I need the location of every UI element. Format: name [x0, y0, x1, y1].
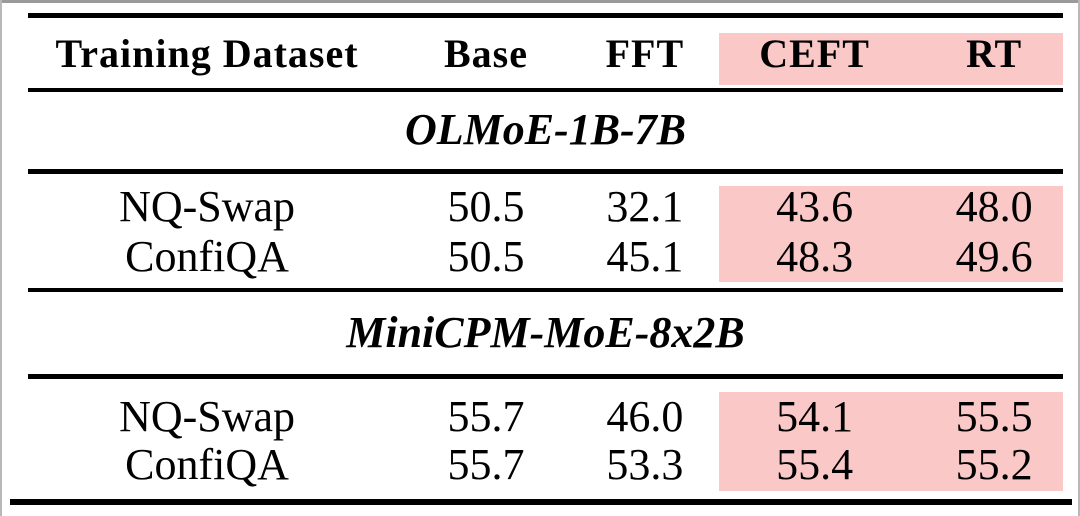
- table-top-rule: [28, 13, 1063, 18]
- cell-base: 55.7: [447, 440, 525, 489]
- cell-rt: 48.0: [955, 182, 1033, 231]
- rule-below-olmoe-rows: [28, 288, 1063, 292]
- section-title-row-minicpm: MiniCPM-MoE-8x2B: [28, 309, 1063, 357]
- cell-rt: 55.2: [955, 440, 1033, 489]
- highlight-block-header: [719, 33, 1063, 85]
- rule-below-olmoe-title: [28, 169, 1063, 174]
- table-row-olmoe-nqswap: NQ-Swap 50.5 32.1 43.6 48.0: [28, 183, 1063, 231]
- cell-rt: 55.5: [955, 392, 1033, 441]
- section-title-olmoe: OLMoE-1B-7B: [404, 105, 687, 154]
- cell-ceft: 55.4: [776, 440, 854, 489]
- table-row-minicpm-confiqa: ConfiQA 55.7 53.3 55.4 55.2: [28, 441, 1063, 489]
- rule-below-header: [28, 88, 1063, 92]
- row-label-dataset: ConfiQA: [125, 440, 289, 489]
- image-edge-top: [0, 0, 1080, 3]
- column-header-fft: FFT: [605, 31, 685, 76]
- cell-rt: 49.6: [955, 232, 1033, 281]
- cell-ceft: 54.1: [776, 392, 854, 441]
- table-bottom-rule: [10, 499, 1072, 505]
- image-edge-left: [0, 0, 2, 516]
- cell-ceft: 48.3: [776, 232, 854, 281]
- column-header-rt: RT: [966, 31, 1023, 76]
- cell-ceft: 43.6: [776, 182, 854, 231]
- section-title-minicpm: MiniCPM-MoE-8x2B: [346, 308, 745, 357]
- cell-fft: 53.3: [606, 440, 684, 489]
- highlight-block-olmoe: [719, 186, 1063, 282]
- rule-below-minicpm-title: [28, 374, 1063, 379]
- highlight-block-minicpm: [719, 392, 1063, 491]
- column-header-training-dataset: Training Dataset: [55, 31, 359, 76]
- section-title-row-olmoe: OLMoE-1B-7B: [28, 106, 1063, 154]
- column-header-ceft: CEFT: [759, 31, 870, 76]
- column-header-base: Base: [443, 31, 528, 76]
- row-label-dataset: NQ-Swap: [119, 392, 296, 441]
- cell-base: 50.5: [447, 182, 525, 231]
- cell-fft: 45.1: [606, 232, 684, 281]
- row-label-dataset: ConfiQA: [125, 232, 289, 281]
- row-label-dataset: NQ-Swap: [119, 182, 296, 231]
- table-row-olmoe-confiqa: ConfiQA 50.5 45.1 48.3 49.6: [28, 233, 1063, 281]
- cell-fft: 46.0: [606, 392, 684, 441]
- cell-fft: 32.1: [606, 182, 684, 231]
- table-row-minicpm-nqswap: NQ-Swap 55.7 46.0 54.1 55.5: [28, 393, 1063, 441]
- cell-base: 50.5: [447, 232, 525, 281]
- table-header-row: Training Dataset Base FFT CEFT RT: [28, 30, 1063, 78]
- image-edge-right: [1078, 0, 1080, 516]
- cell-base: 55.7: [447, 392, 525, 441]
